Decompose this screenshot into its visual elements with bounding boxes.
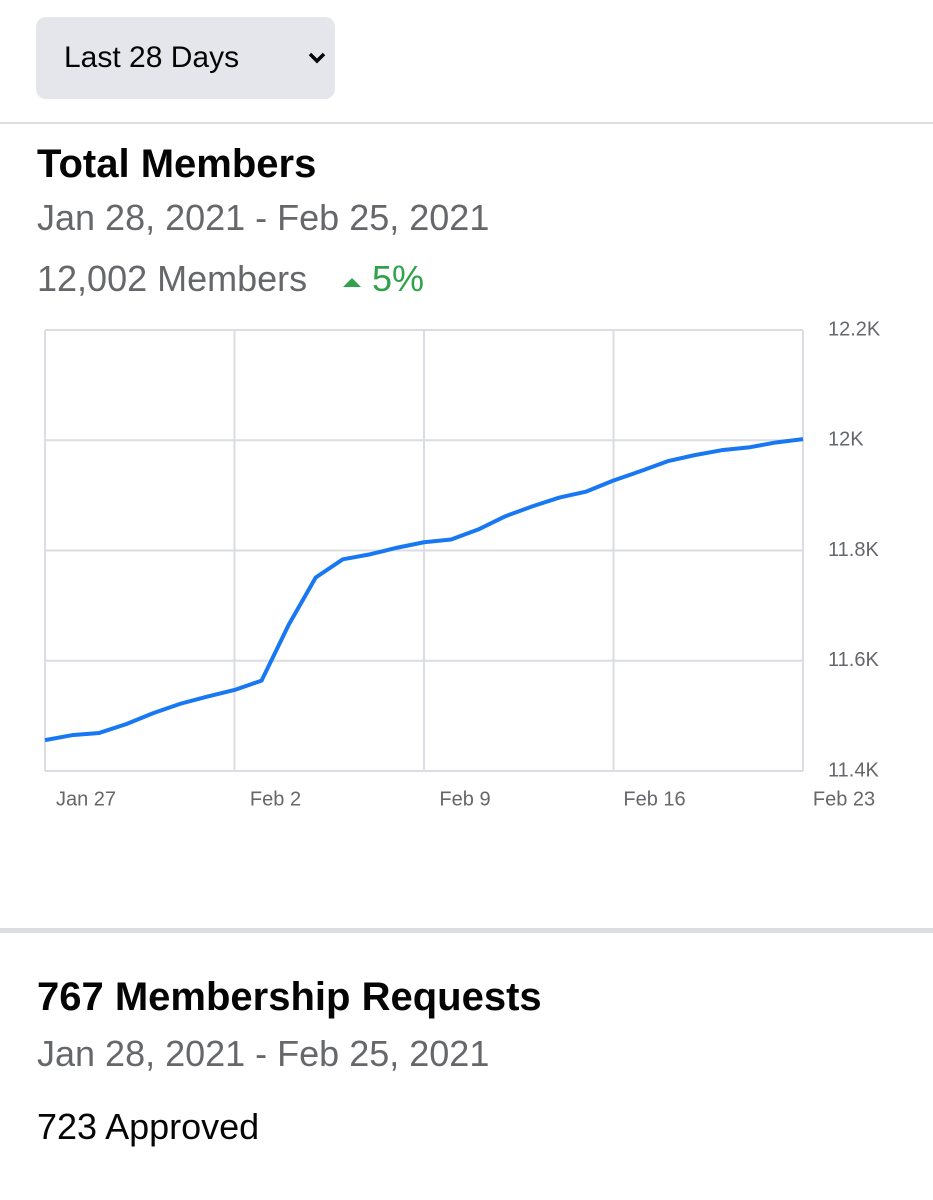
date-filter[interactable]: Last 28 Days xyxy=(36,17,335,99)
member-count: 12,002 Members xyxy=(37,258,308,299)
line xyxy=(44,437,804,743)
divider xyxy=(0,928,933,933)
chevron xyxy=(308,52,326,64)
x-tick-label: Feb 16 xyxy=(623,788,685,810)
x-tick-label: Feb 23 xyxy=(813,788,875,810)
filter-label: Last 28 Days xyxy=(64,41,240,74)
change: 5% xyxy=(372,258,425,299)
section-title: Total Members xyxy=(37,142,317,186)
divider xyxy=(0,122,933,124)
up-arrow xyxy=(343,278,361,287)
x-tick-label: Feb 2 xyxy=(250,788,301,810)
approved-count: 723 Approved xyxy=(37,1106,260,1147)
y-tick-label: 12.2K xyxy=(828,318,881,340)
y-tick-label: 12K xyxy=(828,429,864,451)
date-range: Jan 28, 2021 - Feb 25, 2021 xyxy=(37,1033,490,1074)
y-tick-label: 11.4K xyxy=(828,759,879,781)
y-tick-label: 11.6K xyxy=(828,649,879,671)
section-title: 767 Membership Requests xyxy=(37,975,542,1019)
date-range: Jan 28, 2021 - Feb 25, 2021 xyxy=(37,197,490,238)
x-tick-label: Jan 27 xyxy=(56,788,116,810)
y-tick-label: 11.8K xyxy=(828,539,879,561)
chart: 11.4K 11.6K 11.8K 12K 12.2K Jan 27 Feb 2 Feb 9 F… xyxy=(44,318,881,810)
x-tick-label: Feb 9 xyxy=(439,788,490,810)
